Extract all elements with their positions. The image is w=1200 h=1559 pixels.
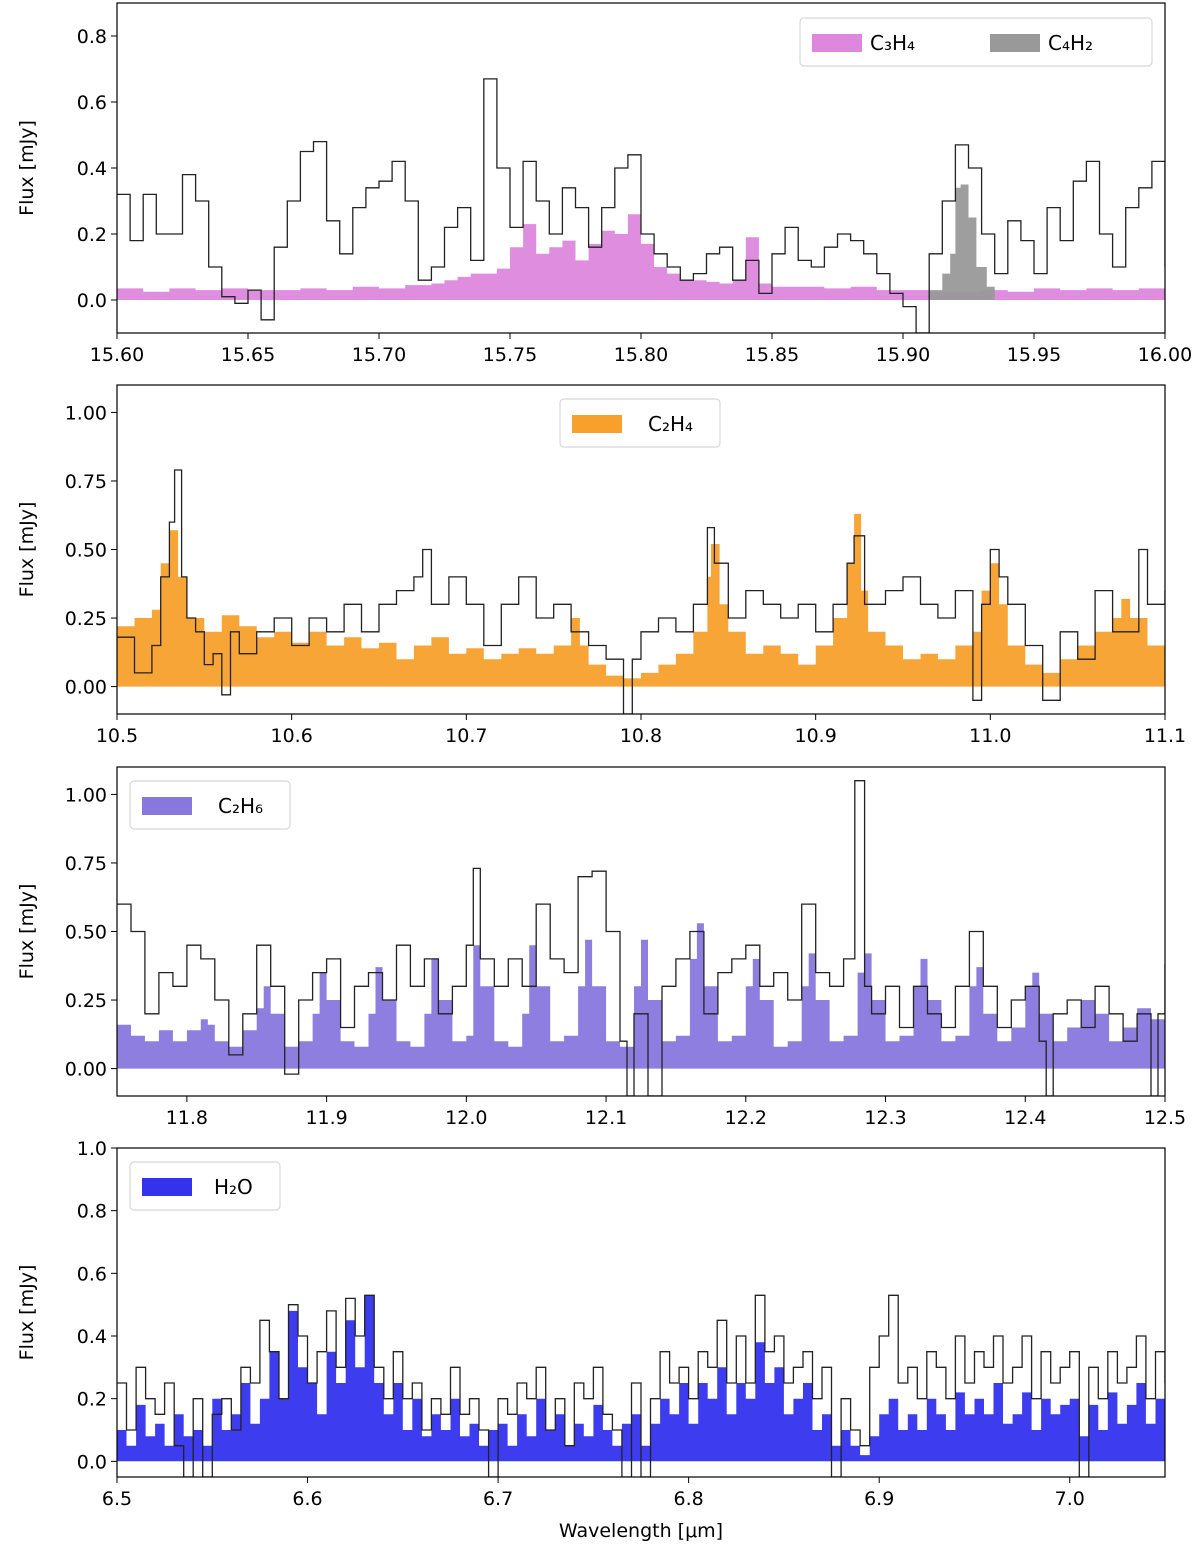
x-tick-label: 15.60	[90, 344, 144, 366]
x-tick-label: 12.2	[725, 1107, 767, 1129]
legend-swatch	[990, 34, 1040, 52]
y-tick-label: 0.25	[65, 990, 107, 1012]
y-tick-label: 0.0	[77, 1451, 107, 1473]
y-tick-label: 0.4	[77, 1326, 107, 1348]
x-tick-label: 11.0	[969, 725, 1011, 747]
observed-line-1	[117, 78, 1165, 333]
legend-box	[559, 398, 721, 448]
x-tick-label: 10.6	[271, 725, 313, 747]
y-tick-label: 0.50	[65, 922, 107, 944]
legend-label: C₄H₂	[1048, 31, 1093, 55]
x-tick-label: 6.5	[102, 1488, 132, 1510]
legend-box	[799, 17, 1153, 67]
y-tick-label: 0.00	[65, 677, 107, 699]
plot-area	[117, 469, 1165, 714]
y-tick-label: 0.8	[77, 1201, 107, 1223]
x-tick-label: 6.8	[674, 1488, 704, 1510]
axes-frame	[116, 1147, 1166, 1478]
x-tick-label: 10.9	[795, 725, 837, 747]
x-tick-label: 12.4	[1004, 1107, 1046, 1129]
legend-label: C₂H₆	[218, 794, 263, 818]
x-tick-label: 12.3	[864, 1107, 906, 1129]
model-area-4-1	[117, 1295, 1165, 1462]
x-tick-label: 15.90	[876, 344, 930, 366]
y-tick-label: 0.8	[77, 26, 107, 48]
panel-4: 6.5 6.6 6.7 6.8 6.9 7.0 0.0 0.2 0.4 0.6 0.8 1.0 Flux…	[16, 1138, 1166, 1542]
y-tick-label: 0.50	[65, 540, 107, 562]
model-area-3-1	[117, 923, 1165, 1069]
x-tick-label: 6.7	[483, 1488, 513, 1510]
x-tick-label: 12.1	[585, 1107, 627, 1129]
y-axis-label: Flux [mJy]	[16, 120, 38, 216]
y-tick-label: 0.4	[77, 158, 107, 180]
y-tick-label: 1.00	[65, 402, 107, 424]
legend-swatch	[572, 415, 622, 433]
y-axis-label: Flux [mJy]	[16, 502, 38, 598]
x-tick-label: 6.6	[292, 1488, 322, 1510]
x-tick-label: 11.9	[305, 1107, 347, 1129]
y-tick-label: 1.00	[65, 784, 107, 806]
legend: C₃H₄ C₄H₂	[799, 17, 1153, 67]
x-tick-label: 15.95	[1007, 344, 1061, 366]
model-area-1-2	[903, 184, 995, 300]
x-tick-label: 12.5	[1144, 1107, 1186, 1129]
plot-area	[117, 1294, 1165, 1477]
legend-swatch	[142, 797, 192, 815]
legend-box	[129, 1161, 281, 1211]
observed-line-4	[117, 1294, 1165, 1477]
x-tick-label: 6.9	[864, 1488, 894, 1510]
legend-label: C₂H₄	[648, 412, 693, 436]
legend-box	[129, 780, 291, 830]
y-axis-label: Flux [mJy]	[16, 884, 38, 980]
legend: H₂O	[129, 1161, 281, 1211]
legend-label: H₂O	[214, 1175, 253, 1199]
x-tick-label: 10.7	[445, 725, 487, 747]
x-tick-label: 11.8	[166, 1107, 208, 1129]
model-area-2-1	[117, 513, 1165, 687]
x-tick-label: 7.0	[1055, 1488, 1085, 1510]
y-axis-label: Flux [mJy]	[16, 1265, 38, 1361]
x-axis-label: Wavelength [μm]	[559, 1520, 723, 1542]
observed-line-2	[117, 469, 1165, 714]
y-tick-label: 0.00	[65, 1059, 107, 1081]
legend: C₂H₄	[559, 398, 721, 448]
y-tick-label: 0.0	[77, 290, 107, 312]
x-tick-label: 15.65	[221, 344, 275, 366]
x-tick-label: 10.5	[96, 725, 138, 747]
y-tick-label: 0.75	[65, 853, 107, 875]
y-tick-label: 1.0	[77, 1138, 107, 1160]
panel-2: 10.5 10.6 10.7 10.8 10.9 11.0 11.1 0.00 0.25 0.50…	[16, 384, 1186, 747]
y-tick-label: 0.2	[77, 1389, 107, 1411]
y-tick-label: 0.2	[77, 224, 107, 246]
x-tick-label: 10.8	[620, 725, 662, 747]
plot-area	[117, 78, 1165, 333]
panel-1: 15.60 15.65 15.70 15.75 15.80 15.85 15.90 15.95…	[16, 2, 1192, 366]
legend: C₂H₆	[129, 780, 291, 830]
observed-line-3	[117, 780, 1165, 1096]
x-tick-label: 16.00	[1138, 344, 1192, 366]
legend-swatch	[142, 1178, 192, 1196]
x-tick-label: 11.1	[1144, 725, 1186, 747]
y-tick-label: 0.25	[65, 608, 107, 630]
y-tick-label: 0.6	[77, 1263, 107, 1285]
x-tick-label: 15.85	[745, 344, 799, 366]
x-tick-label: 15.80	[614, 344, 668, 366]
x-tick-label: 15.75	[483, 344, 537, 366]
y-tick-label: 0.6	[77, 92, 107, 114]
model-area-1-1	[117, 214, 1165, 300]
y-tick-label: 0.75	[65, 471, 107, 493]
x-tick-label: 12.0	[445, 1107, 487, 1129]
panel-3: 11.8 11.9 12.0 12.1 12.2 12.3 12.4 12.5 0.00 0.25…	[16, 766, 1186, 1129]
legend-label: C₃H₄	[870, 31, 915, 55]
x-tick-label: 15.70	[352, 344, 406, 366]
legend-swatch	[812, 34, 862, 52]
plot-area	[117, 780, 1165, 1096]
